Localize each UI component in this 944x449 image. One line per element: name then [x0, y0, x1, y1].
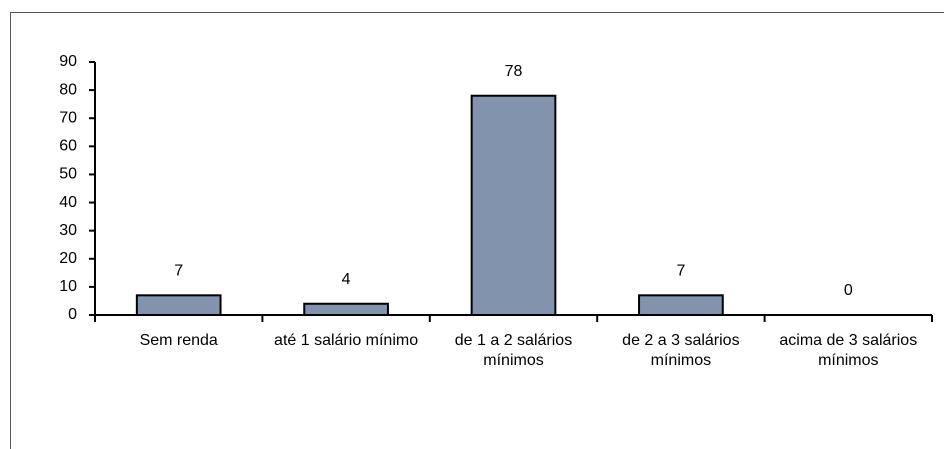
y-tick-label: 60 — [59, 138, 77, 155]
y-tick-label: 80 — [59, 81, 77, 98]
y-tick-label: 20 — [59, 250, 77, 267]
value-label: 7 — [174, 263, 183, 280]
y-tick-label: 70 — [59, 109, 77, 126]
bar — [135, 294, 222, 317]
bar — [470, 94, 557, 316]
y-tick-label: 90 — [59, 53, 77, 70]
x-tick-label: Sem renda — [139, 332, 218, 349]
value-label: 0 — [844, 282, 853, 299]
y-tick-label: 0 — [68, 306, 77, 323]
frame — [10, 12, 944, 449]
x-tick-label: de 2 a 3 salários mínimos — [622, 332, 740, 369]
x-tick-label: de 1 a 2 salários mínimos — [454, 332, 573, 369]
value-label: 78 — [505, 63, 523, 80]
y-tick-label: 30 — [59, 222, 77, 239]
value-label: 7 — [676, 263, 685, 280]
y-tick-label: 50 — [59, 166, 77, 183]
y-tick-label: 40 — [59, 194, 77, 211]
bar — [638, 294, 724, 317]
x-tick-label: até 1 salário mínimo — [274, 332, 419, 349]
bar — [303, 302, 389, 316]
x-tick-label: acima de 3 salários mínimos — [779, 332, 918, 369]
value-label: 4 — [342, 271, 351, 288]
y-tick-label: 10 — [59, 278, 77, 295]
